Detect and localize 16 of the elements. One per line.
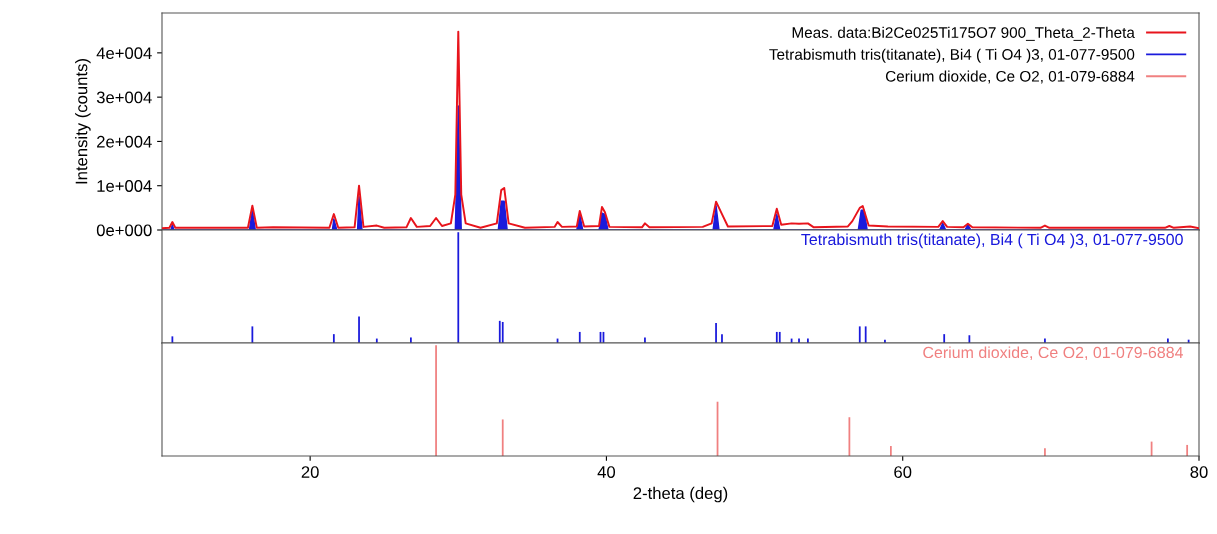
legend-label: Tetrabismuth tris(titanate), Bi4 ( Ti O4 )3, 01-077-9500 (769, 48, 1135, 63)
x-tick-label: 80 (1190, 466, 1208, 478)
x-tick-label: 60 (894, 466, 912, 478)
y-axis-title: Intensity (counts) (75, 59, 91, 184)
y-tick-label: 0e+000 (96, 224, 152, 237)
text: Tetrabismuth tris(titanate), Bi4 ( Ti O4 )3, 01-077-9500 (801, 233, 1183, 249)
y-tick-label: 4e+004 (96, 47, 152, 60)
x-tick-label: 40 (597, 466, 616, 478)
y-tick-label: 1e+004 (97, 180, 152, 192)
text: Cerium dioxide, Ce O2, 01-079-6884 (923, 346, 1183, 361)
y-tick-label: 3e+004 (96, 91, 152, 104)
x-axis-title: 2-theta (deg) (633, 486, 728, 503)
legend-label: Cerium dioxide, Ce O2, 01-079-6884 (885, 70, 1135, 84)
x-tick-label: 20 (301, 466, 319, 478)
y-tick-label: 2e+004 (97, 135, 152, 148)
legend-label: Meas. data:Bi2Ce025Ti175O7 900_Theta_2-Theta (792, 26, 1135, 41)
